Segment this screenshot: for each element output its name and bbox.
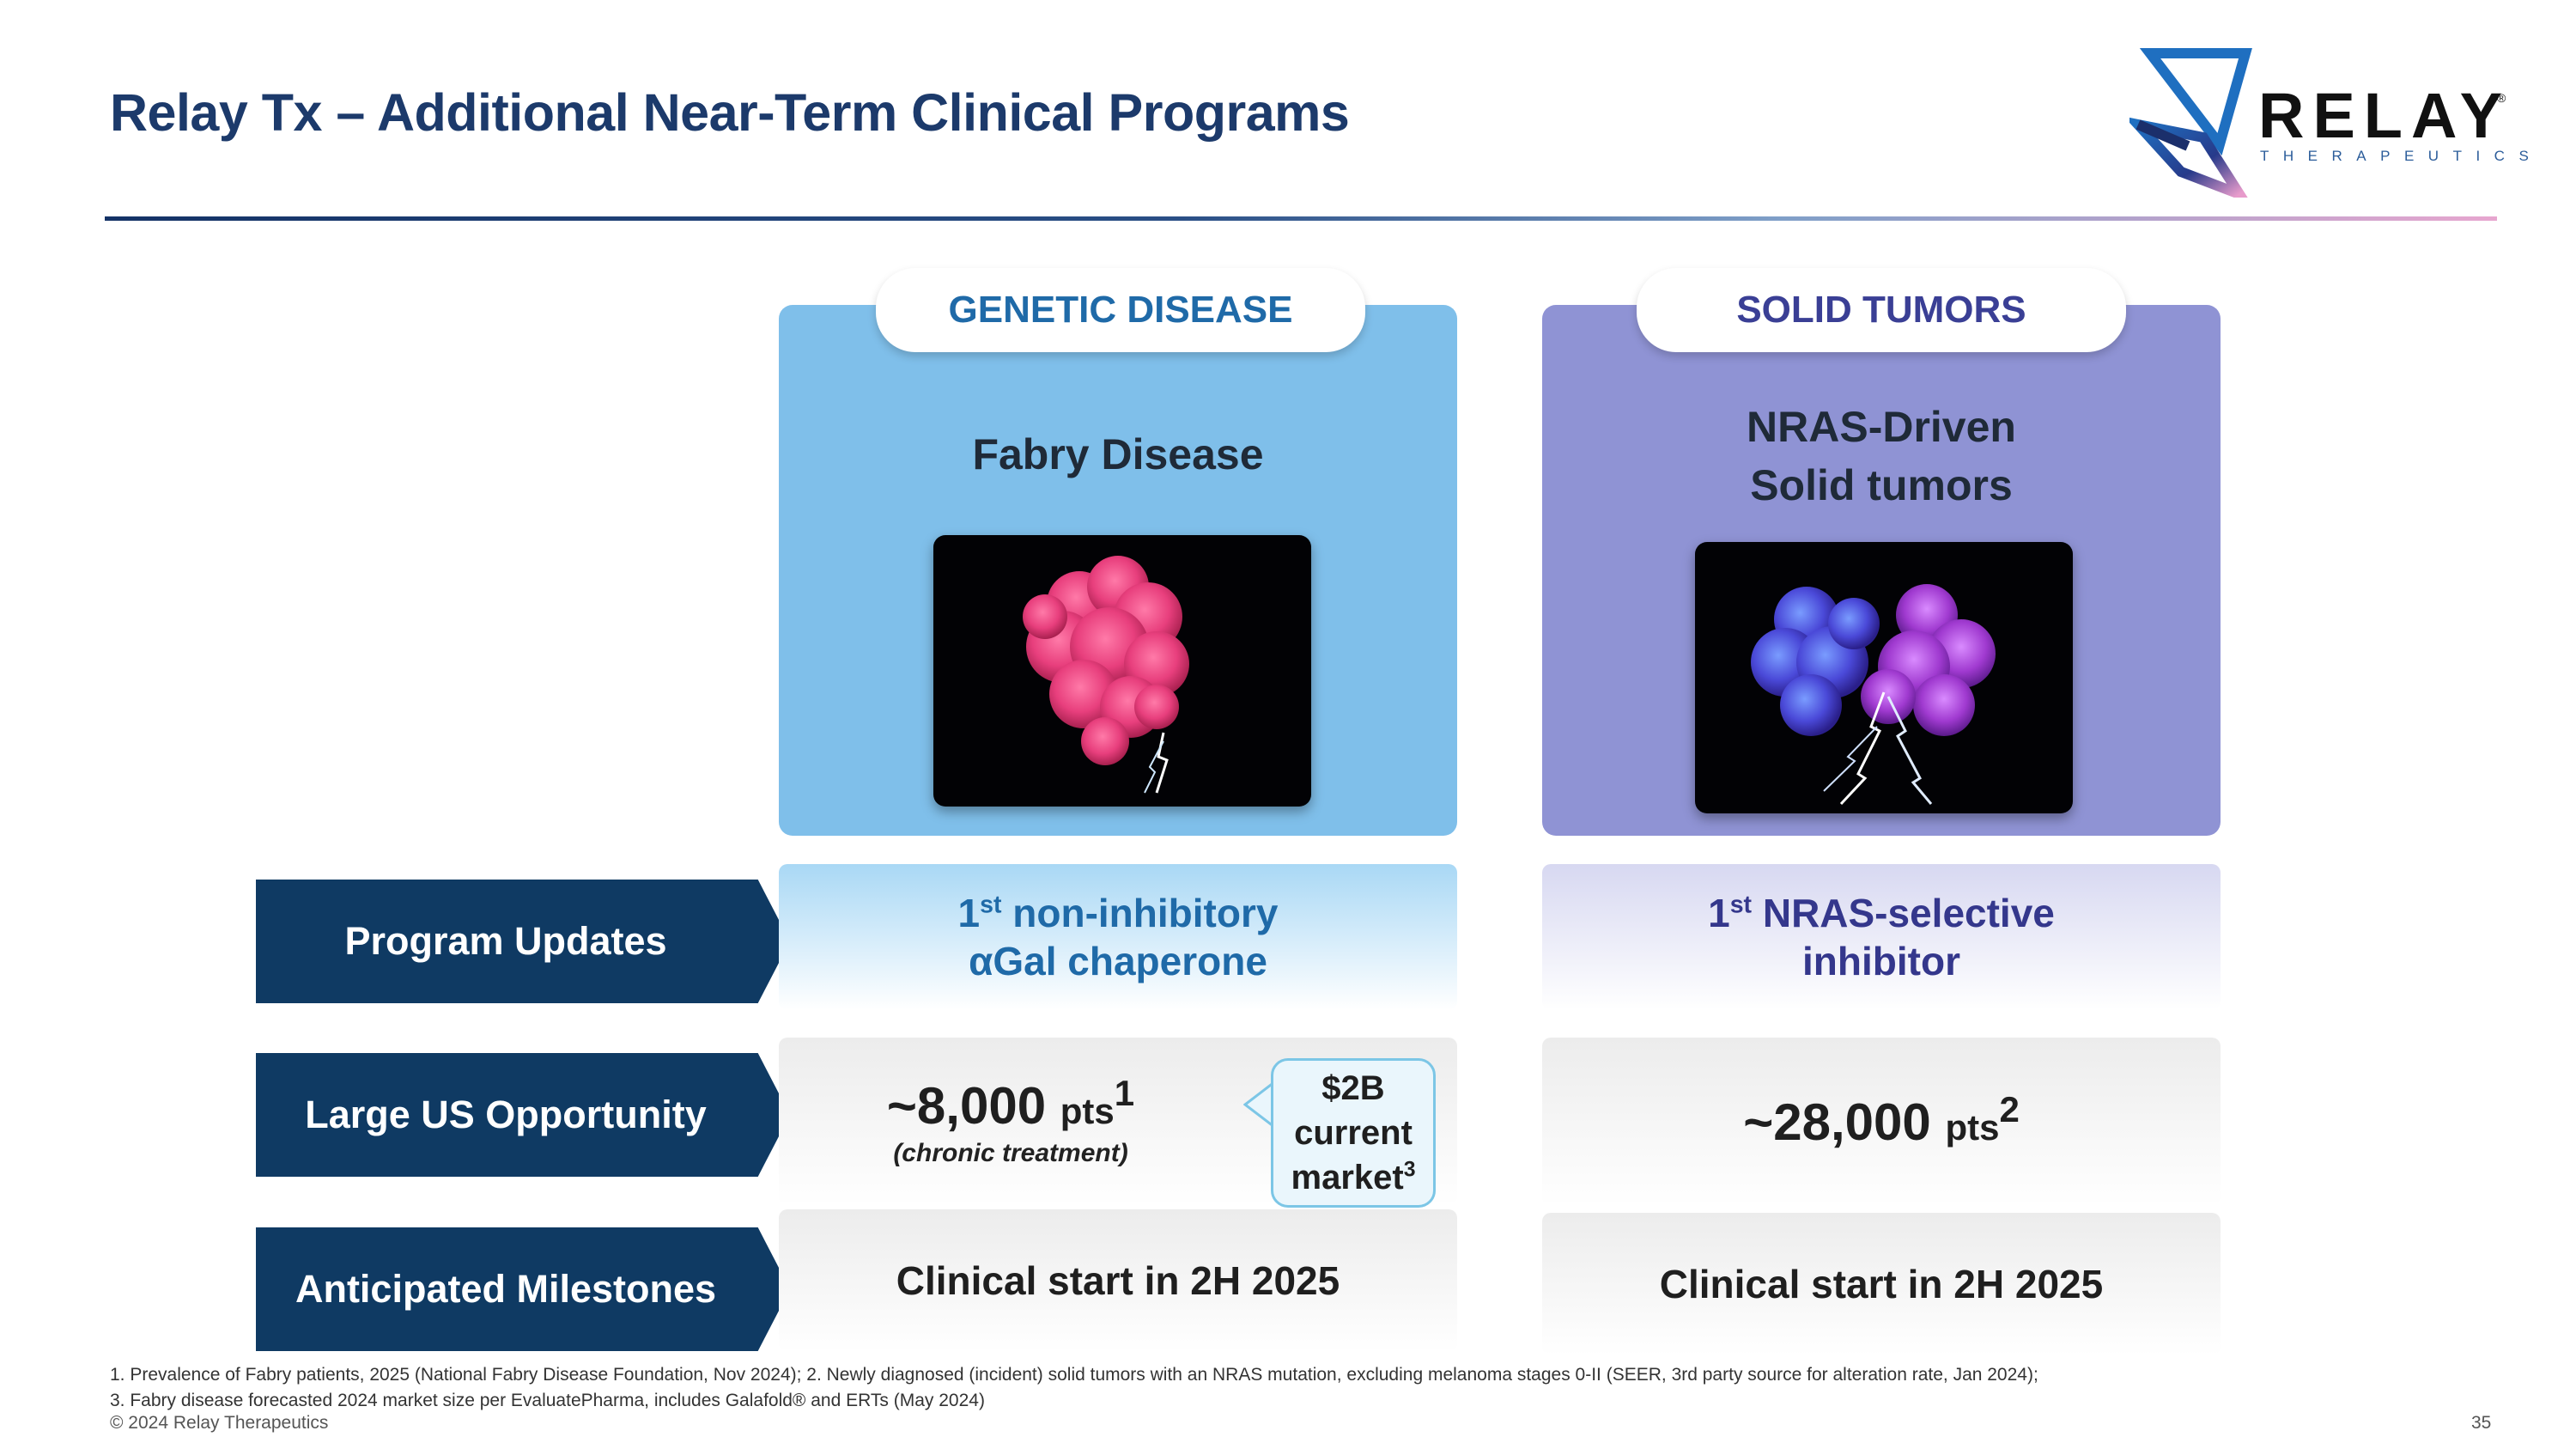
copyright: © 2024 Relay Therapeutics [110, 1413, 329, 1433]
tab-genetic-disease: GENETIC DISEASE [876, 268, 1365, 352]
logo-wordmark: RELAY [2258, 80, 2512, 151]
footnote-2: 3. Fabry disease forecasted 2024 market … [110, 1391, 985, 1410]
fabry-disease-label: Fabry Disease [972, 430, 1264, 478]
logo-subtitle: THERAPEUTICS [2260, 148, 2543, 164]
pink-protein-with-lightning-icon [1023, 556, 1189, 794]
fabry-patient-count: ~8,000 pts1 [886, 1072, 1135, 1135]
milestone-fabry: Clinical start in 2H 2025 [779, 1209, 1457, 1352]
nras-milestone-text: Clinical start in 2H 2025 [1659, 1262, 2104, 1306]
nras-disease-line1: NRAS-Driven [1747, 403, 2016, 451]
row-label-program-updates: Program Updates [256, 880, 790, 1003]
callout-line2: current [1294, 1114, 1413, 1152]
row-label-large-us-opportunity: Large US Opportunity [256, 1053, 790, 1177]
callout-line3: market3 [1291, 1158, 1416, 1196]
header-divider [105, 216, 2497, 221]
program-update-nras: 1st NRAS-selective inhibitor [1542, 864, 2221, 1010]
program-update-fabry: 1st non-inhibitory αGal chaperone [779, 864, 1457, 1010]
tab-solid-tumors: SOLID TUMORS [1637, 268, 2126, 352]
relay-logo: RELAY ® THERAPEUTICS [2129, 43, 2529, 198]
genetic-disease-panel: Fabry Disease [779, 305, 1457, 836]
callout-line1: $2B [1321, 1069, 1385, 1107]
nras-disease-line2: Solid tumors [1750, 461, 2013, 509]
milestone-nras: Clinical start in 2H 2025 [1542, 1213, 2221, 1355]
fabry-milestone-text: Clinical start in 2H 2025 [896, 1258, 1340, 1303]
nras-protein-image [1695, 542, 2073, 813]
nras-patient-count: ~28,000 pts2 [1743, 1088, 2020, 1151]
footnote-1: 1. Prevalence of Fabry patients, 2025 (N… [110, 1365, 2038, 1385]
fabry-protein-image [933, 535, 1311, 807]
row-label-anticipated-milestones: Anticipated Milestones [256, 1227, 790, 1351]
opportunity-nras: ~28,000 pts2 [1542, 1038, 2221, 1206]
logo-registered: ® [2497, 91, 2506, 105]
solid-tumors-panel: NRAS-Driven Solid tumors [1542, 305, 2221, 836]
relay-mark-icon [2129, 48, 2252, 198]
nras-update-line2: inhibitor [1802, 939, 1960, 983]
market-size-callout: $2B current market3 [1271, 1058, 1436, 1208]
slide-title: Relay Tx – Additional Near-Term Clinical… [110, 83, 1350, 142]
page-number: 35 [2471, 1413, 2492, 1433]
nras-update-line1: 1st NRAS-selective [1708, 891, 2055, 935]
fabry-chronic-note: (chronic treatment) [893, 1138, 1128, 1167]
fabry-update-line2: αGal chaperone [969, 939, 1267, 983]
blue-purple-protein-with-lightning-icon [1751, 584, 1996, 806]
fabry-update-line1: 1st non-inhibitory [957, 891, 1279, 935]
